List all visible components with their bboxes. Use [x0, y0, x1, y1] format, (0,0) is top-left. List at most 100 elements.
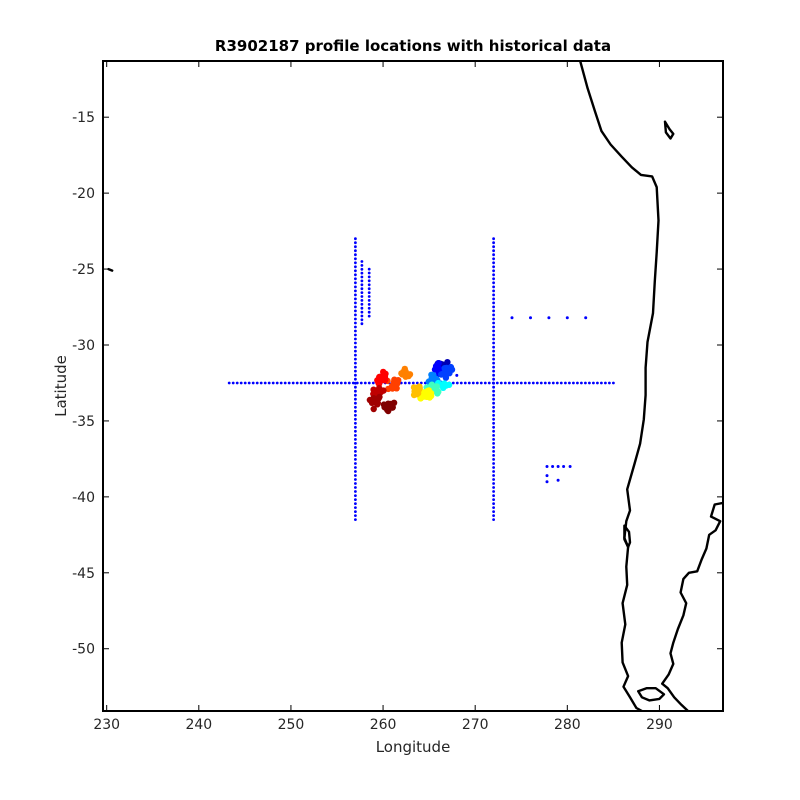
profile-location-marker [433, 383, 440, 390]
historical-data-layer [227, 237, 615, 521]
historical-point [576, 381, 579, 385]
profile-location-marker [388, 383, 396, 390]
profile-location-marker [435, 360, 442, 367]
historical-point [354, 425, 357, 429]
historical-point [231, 381, 235, 385]
historical-point [580, 381, 583, 385]
historical-point [531, 381, 535, 385]
historical-point [492, 297, 495, 301]
historical-point [475, 381, 479, 385]
historical-point [354, 466, 357, 469]
historical-point [499, 381, 503, 385]
historical-point [354, 337, 357, 341]
historical-point [354, 341, 357, 345]
profile-location-marker [401, 365, 408, 373]
historical-point [354, 281, 357, 285]
historical-point [492, 385, 495, 389]
historical-point [327, 381, 331, 385]
historical-point [351, 381, 355, 385]
historical-point [354, 482, 357, 485]
historical-point [492, 377, 495, 381]
historical-point [492, 241, 495, 245]
historical-point [612, 381, 615, 385]
historical-point [492, 357, 495, 361]
historical-point [315, 381, 319, 385]
coastline-segment [623, 524, 632, 549]
historical-point [562, 465, 566, 468]
profile-location-marker [426, 394, 433, 401]
historical-point [354, 365, 357, 369]
historical-point [360, 302, 364, 306]
historical-point [311, 381, 315, 385]
historical-point [354, 289, 357, 293]
historical-point [354, 273, 357, 277]
historical-point [367, 295, 371, 298]
historical-point [354, 361, 357, 365]
x-tick-label: 250 [278, 717, 305, 733]
historical-point [354, 434, 357, 437]
historical-point [492, 329, 495, 333]
historical-point [492, 265, 495, 269]
historical-point [519, 381, 523, 385]
historical-point [535, 381, 539, 385]
historical-point [492, 281, 495, 285]
historical-point [492, 337, 495, 341]
historical-point [492, 498, 495, 501]
historical-point [604, 381, 607, 385]
historical-point [492, 474, 495, 477]
historical-point [492, 261, 495, 265]
historical-point [568, 465, 572, 468]
historical-point [403, 381, 407, 385]
historical-point [354, 357, 357, 361]
historical-point [584, 381, 587, 385]
historical-point [307, 381, 311, 385]
historical-point [354, 502, 357, 505]
x-tick-label: 270 [462, 717, 489, 733]
plot-frame [102, 60, 724, 712]
x-tick-label: 290 [646, 717, 673, 733]
historical-point [354, 373, 357, 377]
profile-location-marker [380, 387, 387, 394]
historical-point [596, 381, 599, 385]
historical-point [551, 465, 555, 468]
historical-point [354, 401, 357, 405]
historical-point [354, 345, 357, 349]
historical-point [360, 299, 364, 302]
y-tick-label: -50 [72, 642, 95, 658]
historical-point [492, 393, 495, 397]
axes: 230 240 250 260 270 280 290 -15 -20 -25 -30 -35 -40 -… [72, 61, 723, 733]
historical-point [492, 478, 495, 481]
historical-point [354, 321, 357, 325]
historical-point [354, 369, 357, 373]
historical-point [339, 381, 343, 385]
historical-point [492, 446, 495, 449]
historical-point [360, 318, 364, 322]
historical-point [354, 245, 357, 249]
historical-point [367, 314, 371, 318]
historical-point [360, 322, 364, 326]
profile-location-marker [414, 386, 421, 393]
historical-point [492, 438, 495, 441]
historical-point [354, 393, 357, 397]
historical-point [492, 389, 495, 393]
historical-point [492, 417, 495, 421]
x-tick-label: 280 [554, 717, 581, 733]
historical-point [492, 361, 495, 365]
x-tick-label: 240 [185, 717, 212, 733]
historical-point [467, 381, 471, 385]
historical-point [492, 518, 495, 521]
historical-point [367, 306, 371, 310]
profile-location-marker [448, 366, 456, 373]
historical-point [347, 381, 351, 385]
historical-point [492, 257, 495, 261]
historical-point [523, 381, 527, 385]
historical-point [367, 275, 371, 279]
profile-location-marker [380, 368, 387, 376]
historical-point [492, 249, 495, 253]
historical-point [354, 446, 357, 449]
historical-point [545, 465, 549, 468]
y-axis-label: Latitude [52, 355, 70, 417]
historical-point [287, 381, 291, 385]
historical-point [299, 381, 303, 385]
historical-point [600, 381, 603, 385]
